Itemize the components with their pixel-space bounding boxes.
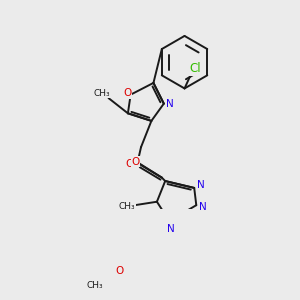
Text: CH₃: CH₃ <box>93 89 110 98</box>
Text: N: N <box>167 224 175 234</box>
Text: O: O <box>123 88 131 98</box>
Text: CH₃: CH₃ <box>118 202 135 211</box>
Text: O: O <box>116 266 124 276</box>
Text: Cl: Cl <box>190 62 201 75</box>
Text: N: N <box>199 202 207 212</box>
Text: O: O <box>131 157 140 167</box>
Text: N: N <box>166 99 174 109</box>
Text: CH₃: CH₃ <box>86 281 103 290</box>
Text: O: O <box>126 159 134 169</box>
Text: N: N <box>197 180 205 190</box>
